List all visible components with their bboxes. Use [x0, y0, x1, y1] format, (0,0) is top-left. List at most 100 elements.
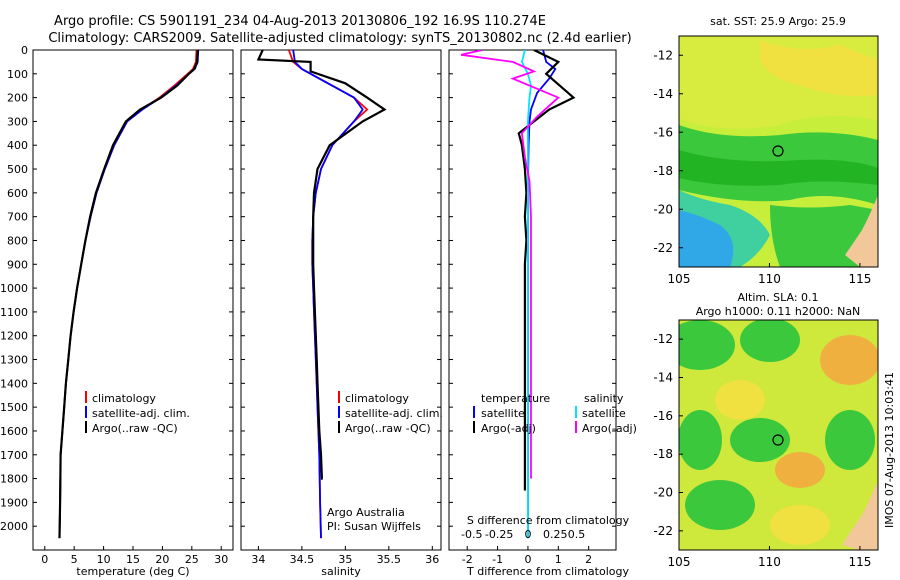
difference-top-tick-label: -0.25	[485, 528, 513, 541]
sla-map-ytick-label: -12	[653, 332, 673, 346]
depth-tick-label: 100	[7, 68, 28, 81]
salinity-xtick-label: 36	[425, 553, 439, 566]
sla-map-xtick-label: 110	[758, 555, 781, 569]
legend-label-satellite: satellite-adj. clim.	[92, 407, 190, 420]
sla-map-ytick-label: -14	[653, 371, 673, 385]
depth-tick-label: 2000	[0, 520, 28, 533]
legend-title-temperature: temperature	[481, 392, 550, 405]
difference-xtick-label: 0	[524, 553, 531, 566]
difference-top-tick-label: -0.5	[461, 528, 482, 541]
temperature-axes	[32, 49, 234, 551]
sla-map-title-2: Argo h1000: 0.11 h2000: NaN	[696, 305, 861, 318]
sst-map-ytick-label: -22	[653, 241, 673, 255]
difference-xtick-label: -1	[492, 553, 503, 566]
salinity-xtick-label: 34.5	[290, 553, 315, 566]
sst-map-xtick-label: 115	[848, 272, 871, 286]
sst-map-ytick-label: -14	[653, 87, 673, 101]
legend-label-argo: Argo(..raw -QC)	[345, 422, 431, 435]
difference-line-t-argo-adj-	[517, 50, 576, 491]
salinity-annotation-2: PI: Susan Wijffels	[327, 520, 421, 533]
sst-map-title: sat. SST: 25.9 Argo: 25.9	[710, 15, 846, 28]
sst-map-axes	[678, 35, 879, 268]
depth-tick-label: 1000	[0, 282, 28, 295]
difference-axes	[448, 49, 617, 551]
temperature-xlabel: temperature (deg C)	[76, 565, 189, 578]
depth-tick-label: 1500	[0, 401, 28, 414]
difference-top-tick-label: 0.5	[568, 528, 586, 541]
depth-tick-label: 0	[21, 44, 28, 57]
salinity-annotation-1: Argo Australia	[327, 506, 405, 519]
salinity-line-argo-raw-qc-	[256, 50, 387, 480]
sst-map-ytick-label: -16	[653, 125, 673, 139]
legend-label-climatology: climatology	[345, 392, 409, 405]
difference-xlabel-top: S difference from climatology	[467, 514, 630, 527]
temperature-xtick-label: 25	[185, 553, 199, 566]
imos-side-label: IMOS 07-Aug-2013 10:03:41	[883, 372, 896, 528]
difference-xtick-label: -2	[462, 553, 473, 566]
title-line-2: Climatology: CARS2009. Satellite-adjuste…	[48, 31, 631, 46]
difference-xtick-label: 1	[555, 553, 562, 566]
salinity-xtick-label: 35	[338, 553, 352, 566]
sla-map-ytick-label: -18	[653, 447, 673, 461]
sla-map-argo-marker	[772, 434, 784, 446]
difference-series	[460, 50, 576, 539]
temperature-legend: climatology satellite-adj. clim. Argo(..…	[85, 391, 190, 435]
depth-tick-label: 1300	[0, 354, 28, 367]
depth-tick-label: 200	[7, 92, 28, 105]
legend-label-t-satellite: satellite	[481, 407, 525, 420]
depth-tick-label: 400	[7, 139, 28, 152]
temperature-xtick-label: 5	[71, 553, 78, 566]
sla-map-ytick-label: -22	[653, 524, 673, 538]
depth-tick-label: 1100	[0, 306, 28, 319]
depth-tick-label: 1700	[0, 449, 28, 462]
legend-label-t-argo: Argo(-adj)	[481, 422, 536, 435]
depth-tick-label: 600	[7, 187, 28, 200]
temperature-series	[58, 50, 200, 539]
legend-label-argo: Argo(..raw -QC)	[92, 422, 178, 435]
sst-map-field	[679, 36, 878, 267]
legend-label-s-satellite: satellite	[582, 407, 626, 420]
legend-label-satellite: satellite-adj. clim.	[345, 407, 443, 420]
salinity-xtick-label: 34	[251, 553, 265, 566]
sla-map-field	[679, 320, 878, 550]
temperature-xtick-label: 20	[155, 553, 169, 566]
sst-map-ytick-label: -18	[653, 164, 673, 178]
sst-map-xtick-label: 110	[758, 272, 781, 286]
depth-tick-label: 900	[7, 258, 28, 271]
salinity-axes	[240, 49, 442, 551]
difference-top-tick-label: 0	[524, 528, 531, 541]
sla-map-title-1: Altim. SLA: 0.1	[737, 291, 818, 304]
difference-top-tick-label: 0.25	[543, 528, 568, 541]
salinity-xtick-label: 35.5	[377, 553, 402, 566]
temperature-xtick-label: 0	[41, 553, 48, 566]
salinity-legend: climatology satellite-adj. clim. Argo(..…	[327, 391, 443, 533]
sla-map-ytick-label: -20	[653, 486, 673, 500]
salinity-xlabel: salinity	[321, 565, 361, 578]
difference-xlabel: T difference from climatology	[466, 565, 629, 578]
sla-map-axes	[678, 319, 879, 551]
salinity-line-satellite-adj-clim-	[292, 50, 364, 539]
depth-tick-label: 500	[7, 163, 28, 176]
salinity-series	[256, 50, 387, 539]
profile-lines	[58, 50, 576, 539]
sst-map-ytick-label: -12	[653, 48, 673, 62]
sla-map-xtick-label: 115	[848, 555, 871, 569]
depth-tick-label: 300	[7, 115, 28, 128]
depth-tick-label: 800	[7, 234, 28, 247]
sst-map-xtick-label: 105	[668, 272, 691, 286]
title-line-1: Argo profile: CS 5901191_234 04-Aug-2013…	[54, 14, 546, 29]
difference-legend: temperature salinity satellite Argo(-adj…	[473, 392, 637, 435]
sla-map-xtick-label: 105	[668, 555, 691, 569]
legend-label-s-argo: Argo(-adj)	[582, 422, 637, 435]
salinity-line-climatology	[287, 50, 369, 539]
temperature-line-satellite-adj-clim-	[58, 50, 200, 539]
temperature-line-argo-raw-qc-	[58, 50, 199, 539]
sla-map-ytick-label: -16	[653, 409, 673, 423]
depth-tick-label: 1900	[0, 496, 28, 509]
temperature-xtick-label: 30	[214, 553, 228, 566]
depth-tick-label: 1800	[0, 473, 28, 486]
sst-map-ytick-label: -20	[653, 202, 673, 216]
depth-tick-label: 1200	[0, 330, 28, 343]
temperature-xtick-label: 15	[126, 553, 140, 566]
